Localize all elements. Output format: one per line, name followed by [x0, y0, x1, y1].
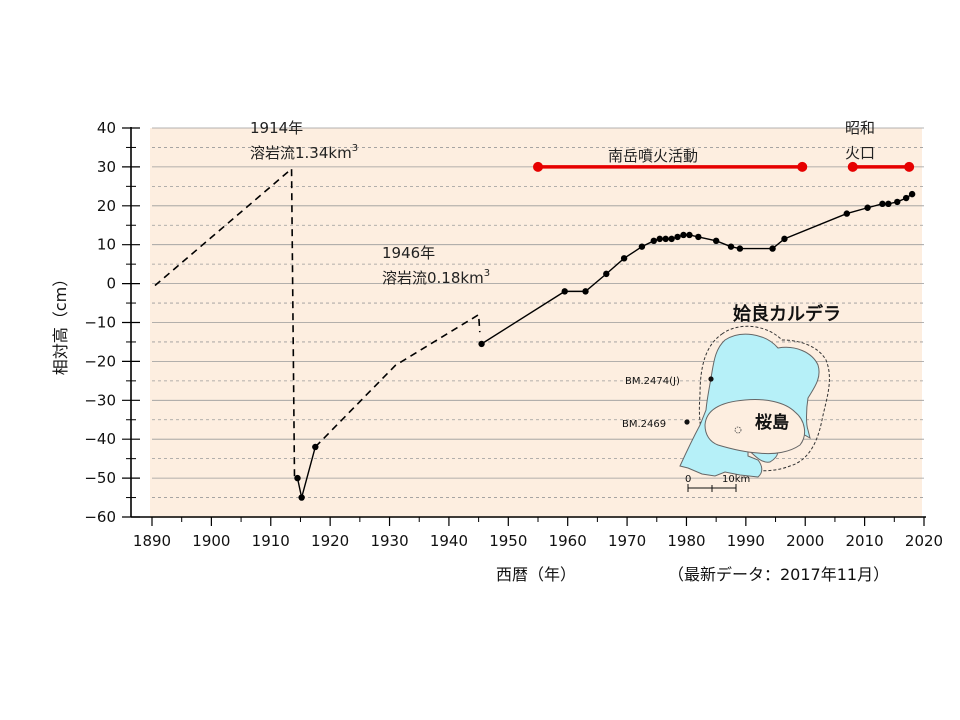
- x-tick-label: 1990: [727, 532, 765, 550]
- annotation-1946-flow-sup: 3: [484, 268, 490, 279]
- annotation-1946-year: 1946年: [382, 244, 435, 262]
- y-tick-label: −50: [84, 469, 116, 487]
- annotation-1946-flow: 溶岩流0.18km3: [382, 268, 490, 287]
- x-tick-label: 1920: [311, 532, 349, 550]
- benchmark-2469-label: BM.2469: [622, 419, 666, 430]
- x-tick-label: 2010: [846, 532, 884, 550]
- showa-crater-icon: [734, 426, 742, 434]
- data-point: [680, 231, 687, 239]
- period-label-showa-line1: 昭和: [845, 119, 875, 137]
- x-tick-label: 1910: [252, 532, 290, 550]
- data-point: [294, 474, 301, 482]
- period-start-point: [533, 161, 543, 172]
- data-point: [879, 200, 886, 208]
- grid-lines: [152, 127, 924, 498]
- data-point: [686, 231, 693, 239]
- inset-map: 姶良カルデラ BM.2474(J) BM.2469 桜島 0 10km: [622, 303, 841, 492]
- data-point: [769, 245, 776, 252]
- y-tick-label: 30: [97, 158, 116, 176]
- benchmark-2469-icon: [684, 419, 690, 425]
- data-point: [656, 235, 663, 243]
- y-tick-label: −10: [84, 314, 116, 332]
- y-tick-label: 0: [106, 275, 116, 293]
- data-point: [908, 190, 916, 198]
- y-tick-label: −30: [84, 391, 116, 409]
- sakurajima-label: 桜島: [755, 412, 789, 433]
- data-point: [561, 288, 568, 295]
- data-point: [674, 233, 681, 241]
- annotation-1914-flow-sup: 3: [352, 143, 358, 154]
- y-tick-label: 40: [97, 119, 116, 137]
- data-point: [894, 198, 901, 206]
- y-tick-label: 10: [97, 236, 116, 254]
- period-end-point: [904, 161, 915, 172]
- y-axis-title: 相対高（cm）: [51, 271, 70, 375]
- data-point: [620, 255, 628, 262]
- data-point: [582, 288, 589, 295]
- annotation-1914-year: 1914年: [250, 119, 303, 137]
- data-point: [298, 494, 305, 501]
- data-point: [736, 245, 744, 252]
- data-point: [843, 210, 850, 217]
- x-tick-label: 1940: [430, 532, 468, 550]
- x-tick-label: 1980: [667, 532, 705, 550]
- dashed-segment: [154, 167, 296, 481]
- period-end-point: [797, 161, 808, 172]
- x-tick-label: 1900: [192, 532, 230, 550]
- x-tick-label: 2020: [905, 532, 943, 550]
- scale-label-zero: 0: [685, 474, 691, 485]
- latest-data-note: （最新データ：2017年11月）: [668, 565, 889, 584]
- y-tick-label: −20: [84, 352, 116, 370]
- data-point: [781, 235, 788, 243]
- period-start-point: [847, 161, 858, 172]
- data-point: [662, 235, 669, 243]
- period-label-minamidake: 南岳噴火活動: [608, 147, 698, 165]
- x-axis-title: 西暦（年）: [496, 565, 576, 584]
- data-point: [638, 243, 646, 250]
- data-point: [668, 235, 675, 243]
- annotation-1914-flow: 溶岩流1.34km3: [250, 143, 358, 162]
- x-tick-label: 1890: [133, 532, 171, 550]
- data-series: [154, 167, 916, 501]
- x-tick-label: 2000: [786, 532, 824, 550]
- data-point: [650, 237, 657, 245]
- dashed-segment: [314, 313, 481, 448]
- annotation-1914-flow-text: 溶岩流1.34km: [250, 144, 352, 162]
- plot-area: [150, 128, 922, 518]
- benchmark-2474-label: BM.2474(J): [625, 376, 680, 387]
- x-tick-label: 1930: [370, 532, 408, 550]
- data-point: [312, 443, 319, 451]
- period-label-showa-line2: 火口: [845, 144, 875, 162]
- x-tick-label: 1970: [608, 532, 646, 550]
- data-point: [603, 270, 610, 278]
- data-point: [478, 340, 485, 348]
- y-tick-label: −60: [84, 508, 116, 526]
- data-point: [885, 200, 892, 208]
- x-tick-label: 1960: [549, 532, 587, 550]
- activity-periods: [533, 161, 915, 172]
- y-tick-label: 20: [97, 197, 116, 215]
- caldera-outline: [698, 325, 830, 472]
- y-tick-label: −40: [84, 430, 116, 448]
- data-point: [695, 233, 702, 241]
- data-point: [712, 237, 720, 245]
- sakurajima-island: [704, 399, 806, 455]
- annotation-1946-flow-text: 溶岩流0.18km: [382, 269, 484, 287]
- benchmark-2474-icon: [708, 376, 714, 382]
- map-title: 姶良カルデラ: [733, 303, 841, 325]
- scale-label-ten: 10km: [722, 474, 750, 485]
- x-tick-label: 1950: [489, 532, 527, 550]
- data-point: [727, 243, 735, 250]
- data-point: [902, 194, 910, 202]
- data-point: [864, 204, 871, 211]
